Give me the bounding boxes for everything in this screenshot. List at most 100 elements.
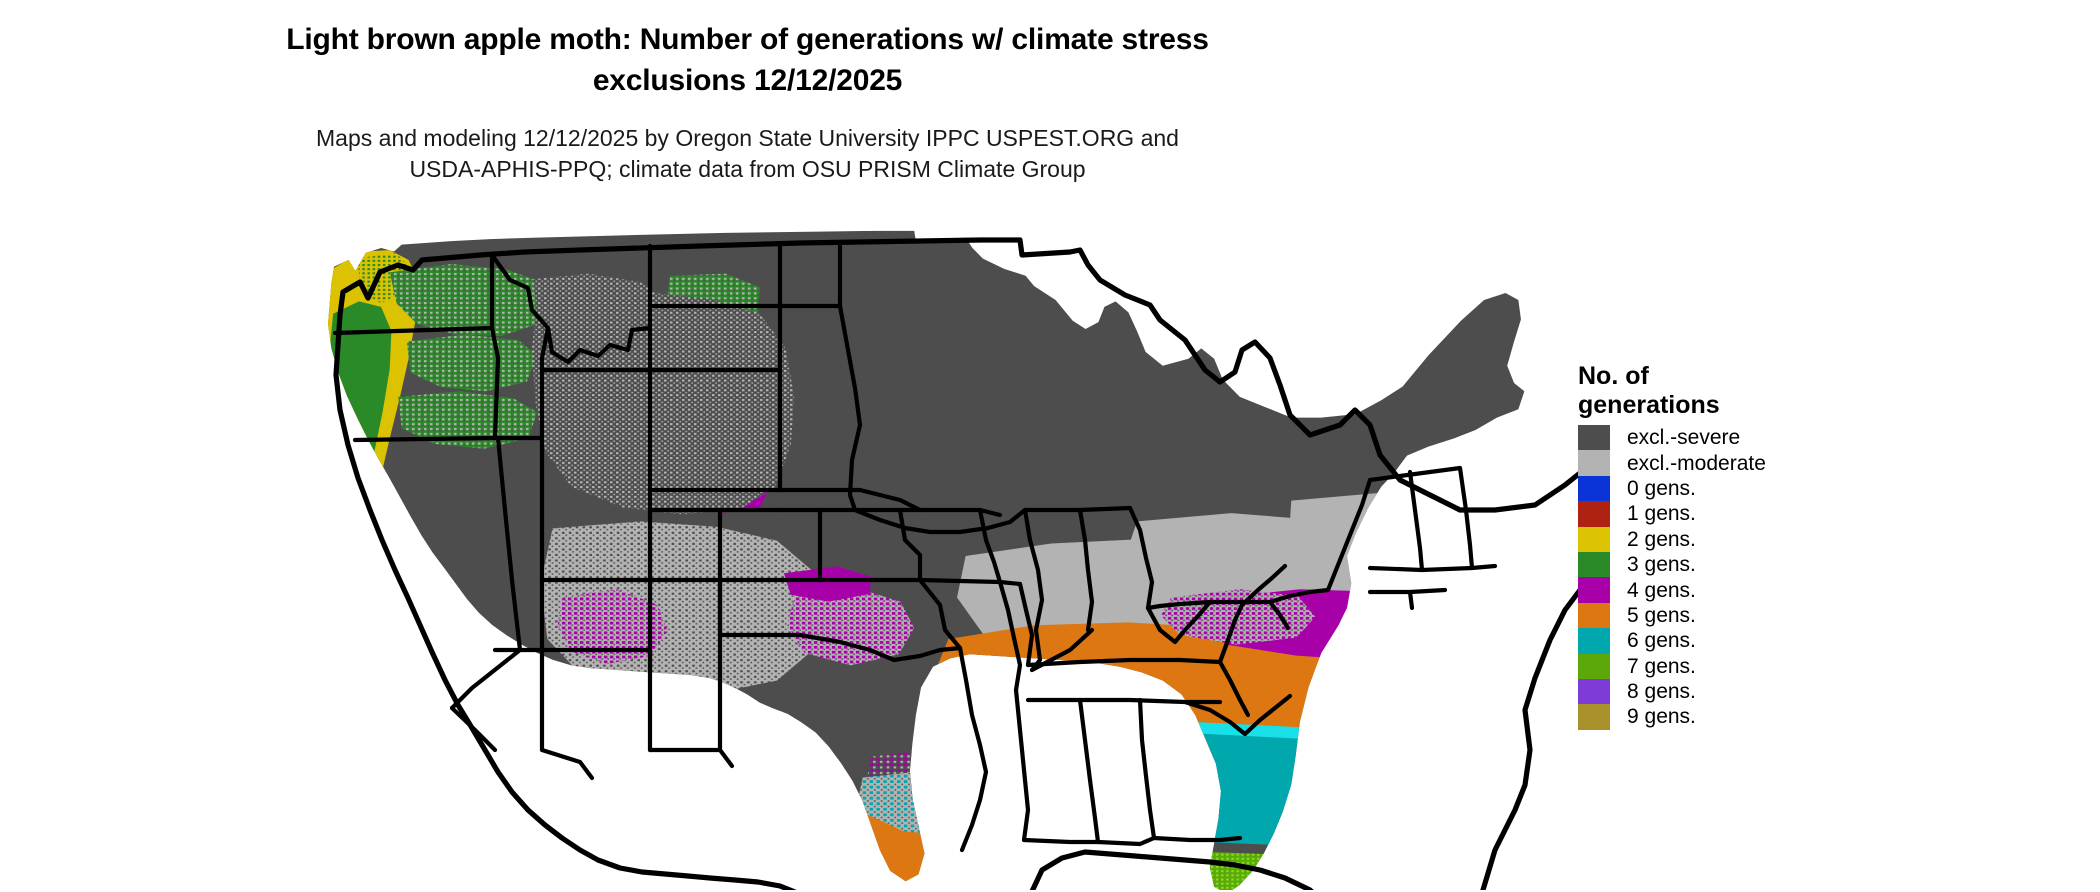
legend-item-2-gens[interactable]: 2 gens.: [1578, 526, 1878, 552]
legend-item-9-gens[interactable]: 9 gens.: [1578, 704, 1878, 730]
border-mi-up: [1157, 317, 1223, 385]
border-ky-tn: [1025, 657, 1223, 668]
legend-swatch-icon: [1578, 577, 1610, 603]
legend-item-label: 1 gens.: [1627, 502, 1696, 526]
border-ms-la: [1013, 687, 1031, 843]
legend-item-4-gens[interactable]: 4 gens.: [1578, 577, 1878, 603]
legend-item-3-gens[interactable]: 3 gens.: [1578, 551, 1878, 578]
border-oh-pa-w: [1127, 505, 1155, 611]
legend-item-label: 5 gens.: [1627, 603, 1696, 627]
legend-item-6-gens[interactable]: 6 gens.: [1578, 628, 1878, 654]
class-4gens-wasatch: [783, 566, 872, 602]
legend-title: No. of generations: [1578, 362, 1748, 420]
border-ny-canada: [1367, 465, 1463, 483]
legend-swatch-icon: [1578, 526, 1610, 552]
border-sc-nc: [1242, 693, 1293, 737]
class-4gens-nv-patches: [557, 589, 668, 664]
legend-swatch-icon: [1578, 704, 1610, 730]
legend-item-excl-moderate[interactable]: excl.-moderate: [1578, 450, 1878, 476]
border-ok-tx: [717, 632, 963, 663]
border-ca-nv-s: [449, 705, 498, 753]
border-ma-ct-ri: [1367, 587, 1448, 595]
legend-swatch-icon: [1578, 450, 1610, 476]
border-ny-vt-ma: [1325, 477, 1373, 593]
map-legend: No. of generations excl.-severe excl.-mo…: [1578, 362, 1878, 730]
legend-item-label: 6 gens.: [1627, 629, 1696, 653]
legend-swatch-icon: [1578, 425, 1610, 451]
border-al-ga: [1137, 697, 1157, 841]
class-3gens-or-cascades: [398, 391, 538, 449]
border-or-south: [352, 325, 501, 443]
border-ok-ar: [917, 577, 963, 651]
legend-title-line1: No. of: [1578, 362, 1649, 390]
legend-swatch-icon: [1578, 678, 1610, 705]
border-wa-or: [332, 325, 495, 336]
legend-items: excl.-severe excl.-moderate 0 gens. 1 ge…: [1578, 425, 1878, 730]
legend-item-label: 0 gens.: [1627, 476, 1696, 500]
border-az-nm-w: [539, 647, 595, 781]
border-ga-fl: [1151, 835, 1243, 843]
border-in-mi: [1022, 505, 1133, 513]
class-3gens-wa-east: [406, 334, 538, 392]
border-ms-al: [1077, 697, 1101, 845]
legend-item-label: 8 gens.: [1627, 680, 1696, 704]
page-title-line1: Light brown apple moth: Number of genera…: [286, 23, 1209, 56]
legend-title-line2: generations: [1578, 391, 1720, 419]
border-nh-me: [1457, 465, 1475, 571]
legend-swatch-icon: [1578, 628, 1610, 654]
border-tn-ms-al-ga: [1025, 697, 1223, 705]
border-pa-ny: [1267, 587, 1331, 605]
us-generations-map: [280, 210, 1590, 890]
border-md-de: [1267, 599, 1291, 631]
border-ct-ri: [1407, 589, 1415, 611]
legend-item-label: excl.-moderate: [1627, 451, 1766, 475]
border-ar-ms: [997, 579, 1023, 693]
border-nc-tn-s: [1217, 659, 1251, 718]
border-va-wv: [1239, 563, 1288, 608]
legend-item-label: 9 gens.: [1627, 705, 1696, 729]
legend-item-5-gens[interactable]: 5 gens.: [1578, 602, 1878, 629]
legend-item-label: 3 gens.: [1627, 553, 1696, 577]
border-wv-oh: [1145, 599, 1213, 645]
page-title: Light brown apple moth: Number of genera…: [218, 20, 1278, 101]
legend-swatch-icon: [1578, 501, 1610, 527]
border-il-in: [1022, 507, 1045, 633]
border-ma-n: [1367, 563, 1498, 573]
border-mo-il-w: [977, 507, 1003, 585]
class-4gens-utah: [787, 587, 915, 666]
border-ia-il-n: [857, 487, 923, 513]
legend-item-label: 4 gens.: [1627, 578, 1696, 602]
page-subtitle: Maps and modeling 12/12/2025 by Oregon S…: [233, 123, 1263, 185]
border-ar-tn: [1017, 581, 1035, 668]
border-tx-la: [957, 645, 989, 853]
legend-item-label: excl.-severe: [1627, 426, 1741, 450]
border-wi-il: [852, 507, 1028, 535]
legend-item-excl-severe[interactable]: excl.-severe: [1578, 425, 1878, 451]
border-al-fl: [1095, 835, 1157, 847]
page-subtitle-line2: USDA-APHIS-PPQ; climate data from OSU PR…: [409, 156, 1086, 183]
border-ms-fl-coast: [1021, 837, 1101, 845]
legend-item-label: 7 gens.: [1627, 654, 1696, 678]
legend-item-8-gens[interactable]: 8 gens.: [1578, 678, 1878, 705]
border-nv-ca-diag: [449, 647, 523, 711]
border-id-mt: [489, 252, 653, 365]
legend-swatch-icon: [1578, 475, 1610, 502]
border-ky-il-oh: [1029, 627, 1095, 673]
title-block: Light brown apple moth: Number of genera…: [0, 20, 1495, 185]
legend-swatch-icon: [1578, 653, 1610, 679]
map-svg: [280, 210, 1590, 890]
border-vt-nh: [1407, 469, 1425, 573]
legend-item-1-gens[interactable]: 1 gens.: [1578, 501, 1878, 527]
border-in-oh: [1077, 507, 1095, 633]
page-subtitle-line1: Maps and modeling 12/12/2025 by Oregon S…: [316, 125, 1179, 151]
border-ga-sc-w: [1182, 699, 1248, 737]
legend-swatch-icon: [1578, 551, 1610, 578]
page-title-line2: exclusions 12/12/2025: [592, 63, 903, 97]
state-boundaries: [332, 237, 1590, 890]
legend-item-0-gens[interactable]: 0 gens.: [1578, 475, 1878, 502]
border-id-ut-wy: [495, 325, 551, 441]
legend-swatch-icon: [1578, 602, 1610, 629]
border-tn-va: [1217, 602, 1245, 665]
legend-item-7-gens[interactable]: 7 gens.: [1578, 653, 1878, 679]
